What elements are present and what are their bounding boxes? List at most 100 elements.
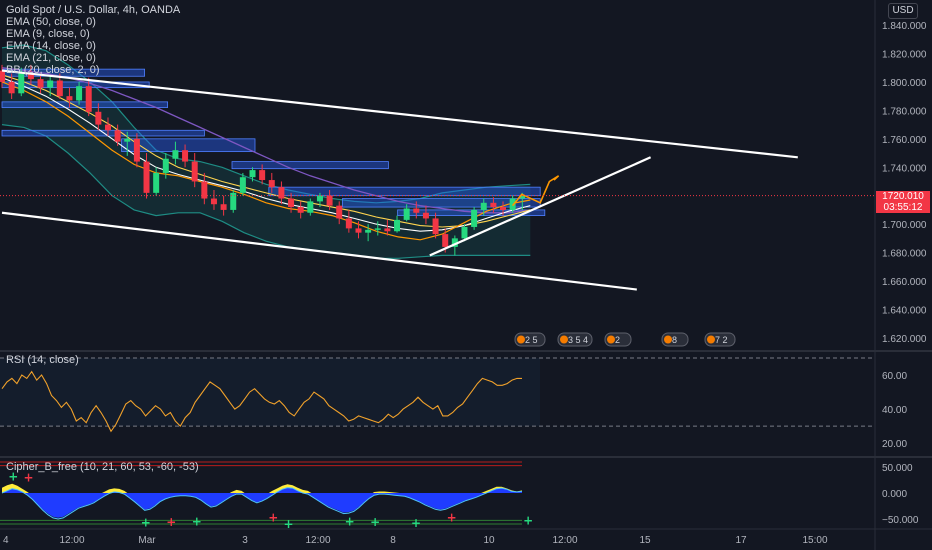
- candle-up: [394, 219, 401, 232]
- candle-down: [114, 130, 121, 142]
- event-marker-label: 3 5 4: [568, 335, 588, 345]
- buy-signal: +: [192, 514, 202, 528]
- candle-down: [297, 207, 304, 213]
- event-marker-label: 2 5: [525, 335, 538, 345]
- candle-up: [316, 195, 323, 202]
- sell-signal: +: [23, 471, 33, 485]
- candle-down: [85, 86, 92, 112]
- candle-up: [480, 202, 487, 210]
- candle-down: [432, 218, 439, 235]
- cipher-blue-wave: [2, 487, 522, 518]
- symbol-title[interactable]: Gold Spot / U.S. Dollar, 4h, OANDA: [6, 4, 181, 16]
- zone-box: [121, 138, 256, 153]
- candle-up: [403, 208, 410, 220]
- trendline: [1, 211, 637, 291]
- price-tick-label: 1.760.000: [882, 135, 927, 146]
- trendline: [429, 156, 652, 257]
- trendline: [1, 69, 798, 159]
- time-tick-label: 4: [3, 535, 9, 546]
- zone-box: [231, 161, 389, 170]
- indicator-bb[interactable]: BB (20, close, 2, 0): [6, 64, 100, 76]
- flag-icon: [607, 335, 615, 344]
- candle-down: [326, 195, 333, 206]
- candle-up: [374, 228, 381, 230]
- candle-down: [8, 81, 15, 94]
- rsi-tick-label: 60.00: [882, 371, 907, 382]
- event-marker[interactable]: 3 5 4: [557, 332, 593, 347]
- time-tick-label: 15: [639, 535, 651, 546]
- candle-up: [162, 158, 169, 173]
- sell-signal: +: [268, 510, 278, 524]
- buy-signal: +: [283, 517, 293, 531]
- candle-up: [172, 150, 179, 159]
- flag-icon: [517, 335, 525, 344]
- buy-signal: +: [370, 515, 380, 529]
- price-tick-label: 1.640.000: [882, 305, 927, 316]
- candle-up: [451, 238, 458, 247]
- cipher-legend[interactable]: Cipher_B_free (10, 21, 60, 53, -60, -53): [6, 461, 199, 473]
- indicator-ema14[interactable]: EMA (14, close, 0): [6, 40, 96, 52]
- candle-down: [133, 138, 140, 162]
- event-marker[interactable]: 2 5: [514, 332, 546, 347]
- cipher-tick-label: −50.000: [882, 515, 919, 526]
- currency-badge[interactable]: USD: [888, 3, 918, 19]
- event-marker-label: 7 2: [715, 335, 728, 345]
- price-tick-label: 1.840.000: [882, 21, 927, 32]
- candle-down: [56, 80, 63, 97]
- cipher-pane[interactable]: + + + + + + + + + + + +: [0, 461, 533, 531]
- candle-down: [210, 198, 217, 205]
- event-marker-label: 2: [615, 335, 620, 345]
- candle-down: [37, 79, 44, 88]
- candle-up: [47, 80, 54, 88]
- candle-down: [288, 198, 295, 208]
- price-tick-label: 1.780.000: [882, 106, 927, 117]
- rsi-legend[interactable]: RSI (14, close): [6, 354, 79, 366]
- flag-icon: [560, 335, 568, 344]
- candle-down: [0, 70, 5, 82]
- candle-down: [268, 180, 275, 188]
- candle-down: [104, 124, 111, 131]
- indicator-ema50[interactable]: EMA (50, close, 0): [6, 16, 96, 28]
- candle-down: [336, 205, 343, 219]
- candle-up: [249, 170, 256, 178]
- projection-arrow: [511, 175, 560, 207]
- event-marker[interactable]: 2: [604, 332, 632, 347]
- rsi-band-fill: [0, 358, 540, 427]
- flag-icon: [707, 335, 715, 344]
- zone-box: [268, 186, 541, 197]
- candle-up: [18, 73, 25, 94]
- rsi-pane[interactable]: [0, 357, 875, 433]
- ema9-line: [1, 81, 531, 241]
- main-price-pane[interactable]: 2 5 3 5 4 2 8 7 2: [0, 44, 875, 347]
- candle-down: [422, 212, 429, 219]
- price-tick-label: 1.660.000: [882, 277, 927, 288]
- candle-down: [490, 202, 497, 208]
- time-tick-label: 10: [483, 535, 495, 546]
- cipher-light-line: [1, 487, 523, 520]
- indicator-ema9[interactable]: EMA (9, close, 0): [6, 28, 90, 40]
- candle-down: [259, 170, 266, 181]
- ema50-line: [1, 67, 531, 214]
- buy-signal: +: [141, 515, 151, 529]
- last-price-tag: 1720.010: [876, 191, 930, 202]
- indicator-ema21[interactable]: EMA (21, close, 0): [6, 52, 96, 64]
- event-marker[interactable]: 8: [661, 332, 689, 347]
- candle-down: [442, 234, 449, 247]
- time-tick-label: 12:00: [552, 535, 577, 546]
- candle-up: [365, 229, 372, 233]
- candle-down: [220, 204, 227, 210]
- rsi-line: [1, 370, 522, 433]
- price-tick-label: 1.700.000: [882, 220, 927, 231]
- candle-up: [307, 201, 314, 213]
- time-tick-label: 15:00: [802, 535, 827, 546]
- event-marker-label: 8: [672, 335, 677, 345]
- zone-box: [1, 101, 169, 108]
- event-marker[interactable]: 7 2: [704, 332, 736, 347]
- time-tick-label: 3: [242, 535, 248, 546]
- candle-up: [76, 86, 83, 101]
- sell-signal: +: [447, 510, 457, 524]
- candle-down: [345, 218, 352, 229]
- candle-down: [500, 207, 507, 210]
- buy-signal: +: [411, 516, 421, 530]
